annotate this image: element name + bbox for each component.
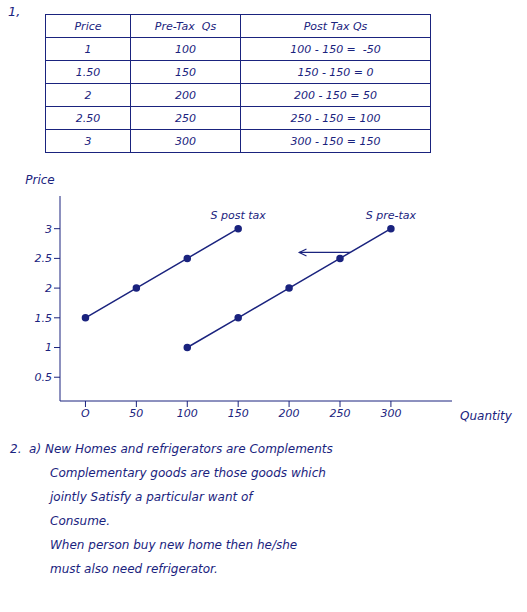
svg-text:100: 100 — [177, 407, 198, 420]
html-text:200 - 150 = 50: 200 - 150 = 50 — [293, 88, 378, 102]
html-text:150 - 150 = 0: 150 - 150 = 0 — [297, 65, 374, 79]
html-text:300 - 150 = 150: 300 - 150 = 150 — [290, 134, 381, 148]
svg-text:2.5: 2.5 — [35, 252, 53, 265]
html-text:1,: 1, — [8, 4, 21, 19]
html-text:100 - 150 = -50: 100 - 150 = -50 — [290, 42, 381, 56]
svg-text:300: 300 — [380, 407, 401, 420]
html-text:Consume.: Consume. — [50, 514, 111, 528]
svg-text:150: 150 — [228, 407, 249, 420]
svg-text:250: 250 — [330, 407, 351, 420]
svg-text:Quantity: Quantity — [460, 409, 513, 423]
svg-text:0.5: 0.5 — [35, 371, 53, 384]
svg-text:50: 50 — [129, 407, 143, 420]
html-text:1.50: 1.50 — [75, 65, 101, 79]
html-text:must also need refrigerator.: must also need refrigerator. — [50, 562, 218, 576]
html-text:When person buy new home then: When person buy new home then he/she — [50, 538, 298, 552]
html-text:250: 250 — [175, 111, 196, 125]
svg-text:1.5: 1.5 — [35, 312, 53, 325]
html-text:1: 1 — [84, 42, 92, 56]
svg-text:S post tax: S post tax — [211, 209, 267, 222]
svg-text:3: 3 — [45, 223, 52, 236]
html-text:2: 2 — [84, 88, 92, 102]
html-text:200: 200 — [175, 88, 196, 102]
html-text:Complementary goods are those: Complementary goods are those goods whic… — [50, 466, 326, 480]
svg-text:Price: Price — [25, 173, 54, 187]
svg-text:1: 1 — [45, 341, 52, 354]
svg-text:2: 2 — [45, 282, 52, 295]
html-text:2. a) New Homes and refrigerat: 2. a) New Homes and refrigerators are Co… — [10, 442, 333, 456]
html-text:250 - 150 = 100: 250 - 150 = 100 — [290, 111, 381, 125]
svg-text:200: 200 — [279, 407, 300, 420]
html-text:100: 100 — [175, 42, 196, 56]
svg-text:O: O — [81, 407, 90, 420]
html-text:Pre-Tax Qs: Pre-Tax Qs — [154, 19, 217, 33]
svg-text:S pre-tax: S pre-tax — [366, 209, 417, 222]
html-text:Post Tax Qs: Post Tax Qs — [303, 19, 368, 33]
html-text:2.50: 2.50 — [75, 111, 101, 125]
html-text:3: 3 — [84, 134, 92, 148]
html-text:300: 300 — [175, 134, 196, 148]
html-text:jointly Satisfy a particular w: jointly Satisfy a particular want of — [50, 490, 253, 504]
html-text:150: 150 — [175, 65, 196, 79]
html-text:Price: Price — [74, 19, 102, 33]
